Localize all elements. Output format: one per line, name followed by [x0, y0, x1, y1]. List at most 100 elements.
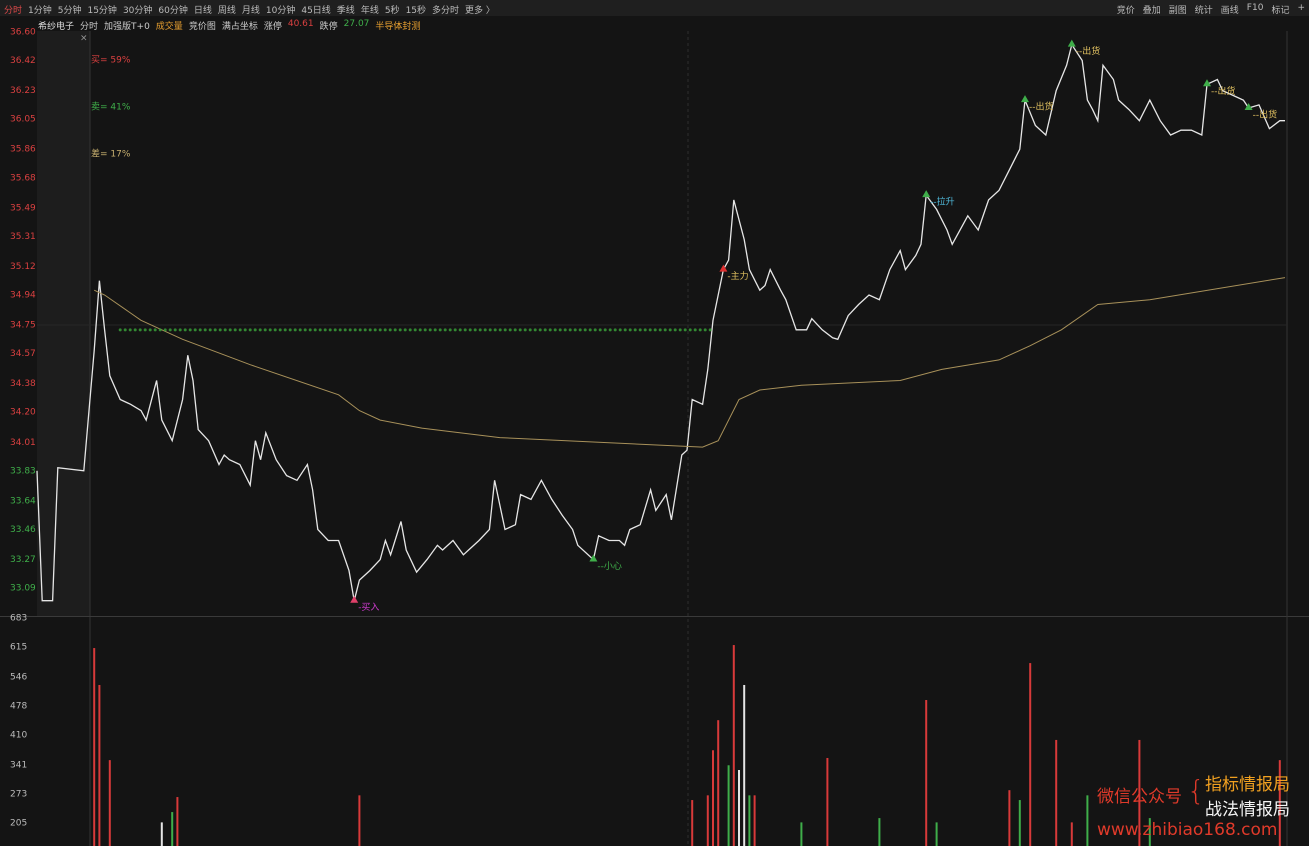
toolbar-tab[interactable]: 季线 — [336, 6, 355, 16]
watermark-line2: 战法情报局 — [1205, 800, 1290, 820]
signal-arrow — [1067, 39, 1076, 47]
toolbar-tab[interactable]: 15秒 — [405, 6, 427, 16]
volume-bar — [1029, 663, 1032, 846]
volume-bar — [935, 822, 938, 846]
info-item: 40.61 — [287, 19, 314, 29]
watermark-url: www.zhibiao168.com — [1097, 820, 1278, 840]
signal-label: --出货 — [1076, 45, 1101, 57]
volume-bar — [1086, 795, 1089, 846]
y-tick-label: 35.12 — [10, 262, 36, 272]
volume-bar — [727, 765, 730, 846]
y-tick-label: 478 — [10, 702, 27, 712]
signal-label: --出货 — [1253, 109, 1278, 121]
toolbar-tab[interactable]: 5秒 — [384, 6, 400, 16]
toolbar-button[interactable]: 统计 — [1194, 6, 1213, 16]
stat-label: 买= 59% — [91, 55, 131, 66]
info-item: 加强版T+0 — [104, 22, 150, 32]
y-tick-label: 35.68 — [10, 173, 36, 183]
y-tick-label: 615 — [10, 643, 27, 653]
volume-bar — [176, 797, 179, 846]
toolbar-button[interactable]: 竞价 — [1116, 6, 1135, 16]
signal-label: --出货 — [1211, 85, 1236, 97]
toolbar-button[interactable]: F10 — [1246, 3, 1264, 13]
watermark-brace: { — [1187, 774, 1205, 807]
signal-arrow — [589, 554, 598, 562]
y-tick-label: 546 — [10, 672, 27, 682]
toolbar-tab[interactable]: 30分钟 — [122, 6, 153, 16]
watermark-line1: 指标情报局 — [1205, 775, 1290, 795]
stat-label: 卖= 41% — [91, 102, 131, 113]
toolbar-tab[interactable]: 日线 — [193, 6, 212, 16]
info-bar: 希纱电子 分时 加强版T+0 成交量 竞价图 满占坐标 涨停 40.61 跌停 27.07 半导体封… — [0, 17, 1309, 32]
toolbar-tab[interactable]: 5分钟 — [57, 6, 82, 16]
y-tick-label: 36.23 — [10, 86, 36, 96]
close-button[interactable]: × — [80, 34, 88, 44]
volume-bar — [1018, 800, 1021, 846]
y-tick-label: 35.86 — [10, 145, 36, 155]
toolbar-tab[interactable]: 周线 — [217, 6, 236, 16]
y-tick-label: 36.42 — [10, 56, 36, 66]
volume-bar — [1278, 760, 1281, 846]
toolbar-button[interactable]: 叠加 — [1142, 6, 1161, 16]
volume-bar — [160, 822, 163, 846]
volume-bar — [732, 645, 735, 846]
y-tick-label: 35.31 — [10, 232, 36, 242]
price-line — [93, 277, 1286, 448]
volume-bar — [93, 648, 96, 846]
y-tick-label: 35.49 — [10, 203, 36, 213]
info-item: 跌停 — [319, 22, 338, 32]
signal-arrow — [1244, 103, 1253, 111]
volume-bar — [743, 684, 746, 846]
toolbar-button[interactable]: 副图 — [1168, 6, 1187, 16]
y-tick-label: 34.20 — [10, 408, 36, 418]
toolbar-tab[interactable]: 45日线 — [301, 6, 331, 16]
volume-bar — [717, 720, 720, 846]
info-item: 分时 — [80, 22, 99, 32]
toolbar: 分时 1分钟 5分钟 15分钟 30分钟 60分钟 日线 周线 月线 10分钟 45日线 季线 年线 5秒… — [0, 0, 1309, 16]
toolbar-tab[interactable]: 15分钟 — [87, 6, 117, 16]
toolbar-tab[interactable]: 10分钟 — [265, 6, 296, 16]
y-tick-label: 205 — [10, 819, 27, 829]
toolbar-button[interactable]: 画线 — [1220, 6, 1239, 16]
volume-bar — [691, 800, 694, 846]
y-tick-label: 36.60 — [10, 28, 36, 38]
volume-bar — [1148, 818, 1151, 846]
info-item: 成交量 — [155, 22, 183, 32]
info-item: 希纱电子 — [38, 22, 75, 32]
volume-bar — [358, 795, 361, 846]
volume-bar — [878, 818, 881, 846]
signal-arrow — [922, 190, 931, 198]
volume-bar — [712, 750, 714, 846]
toolbar-tab[interactable]: 多分时 — [432, 6, 460, 16]
y-tick-label: 34.75 — [10, 321, 36, 331]
signal-label: -主力 — [727, 270, 748, 282]
watermark-label: 微信公众号 — [1097, 787, 1182, 807]
y-tick-label: 341 — [10, 760, 27, 770]
signal-arrow — [1203, 79, 1211, 87]
toolbar-tab[interactable]: 月线 — [241, 6, 260, 16]
toolbar-tab[interactable]: 年线 — [360, 6, 379, 16]
toolbar-tab[interactable]: 更多 〉 — [465, 6, 495, 16]
toolbar-tab[interactable]: 60分钟 — [158, 6, 188, 16]
y-tick-label: 34.57 — [10, 349, 36, 359]
volume-bar — [800, 822, 803, 846]
volume-bar — [1008, 790, 1011, 846]
volume-bar — [706, 795, 709, 846]
info-item: 半导体封测 — [375, 22, 421, 32]
toolbar-button[interactable]: 标记 — [1271, 6, 1290, 16]
toolbar-tab[interactable]: 1分钟 — [28, 6, 52, 16]
toolbar-button[interactable]: + — [1297, 3, 1305, 13]
volume-bar — [171, 812, 174, 846]
info-item: 竞价图 — [188, 22, 216, 32]
toolbar-tab[interactable]: 分时 — [4, 6, 23, 16]
volume-bar — [925, 700, 928, 846]
signal-label: --小心 — [597, 561, 622, 572]
info-item: 27.07 — [343, 19, 370, 29]
signal-label: -买入 — [358, 602, 379, 613]
y-tick-label: 33.64 — [10, 496, 36, 506]
y-tick-label: 34.94 — [10, 290, 36, 300]
volume-bar — [753, 795, 756, 846]
y-tick-label: 34.38 — [10, 379, 36, 389]
